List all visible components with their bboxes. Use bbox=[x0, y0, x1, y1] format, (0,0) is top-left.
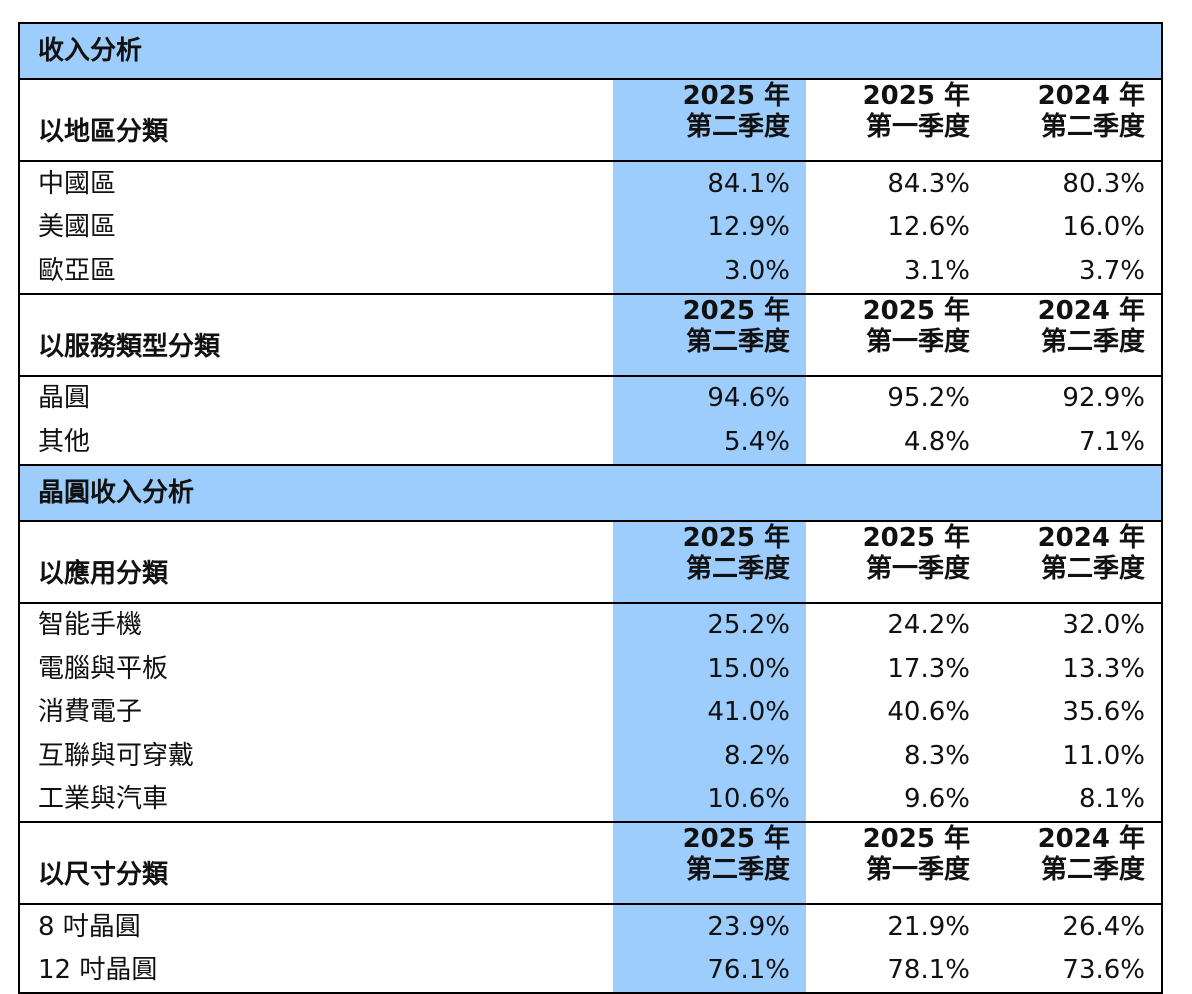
cell-value: 84.1% bbox=[613, 161, 806, 206]
section-title: 晶圓收入分析 bbox=[19, 463, 1163, 522]
cell-value: 80.3% bbox=[1062, 168, 1146, 199]
application-header-row: 以應用分類 2025 年第二季度 2025 年第一季度 2024 年第二季度 bbox=[19, 520, 1163, 604]
col-header-q2-2024: 2024 年第二季度 bbox=[986, 79, 1163, 162]
cell-value: 3.1% bbox=[806, 249, 986, 295]
table-row: 晶圓 94.6% 95.2% 92.9% bbox=[19, 375, 1162, 420]
col-header-q2-2024: 2024 年第二季度 bbox=[986, 520, 1163, 604]
row-label: 8 吋晶圓 bbox=[38, 911, 141, 942]
cell-value: 76.1% bbox=[613, 948, 806, 994]
table-row: 歐亞區 3.0% 3.1% 3.7% bbox=[19, 249, 1163, 295]
table-row: 工業與汽車 10.6% 9.6% 8.1% bbox=[19, 777, 1163, 823]
cell-value: 15.0% bbox=[613, 647, 806, 691]
revenue-analysis-table: 收入分析 以地區分類 2025 年第二季度 2025 年第一季度 2024 年第… bbox=[18, 22, 1164, 994]
col-header-q1-2025: 2025 年第一季度 bbox=[806, 822, 986, 905]
cell-value: 7.1% bbox=[1078, 426, 1146, 457]
table-row: 8 吋晶圓 23.9% 21.9% 26.4% bbox=[19, 904, 1162, 949]
table-row: 消費電子 41.0% 40.6% 35.6% bbox=[19, 690, 1162, 734]
col-header-q1-2025: 2025 年第一季度 bbox=[806, 520, 986, 604]
row-label: 電腦與平板 bbox=[38, 653, 169, 684]
table-row: 12 吋晶圓 76.1% 78.1% 73.6% bbox=[19, 948, 1163, 994]
cell-value: 3.7% bbox=[986, 249, 1163, 295]
cell-value: 94.6% bbox=[613, 375, 806, 420]
cell-value: 21.9% bbox=[887, 911, 970, 942]
section-header-wafer-revenue: 晶圓收入分析 bbox=[19, 463, 1163, 522]
cell-value: 3.0% bbox=[613, 249, 806, 295]
cell-value: 13.3% bbox=[1062, 653, 1146, 684]
table-row: 中國區 84.1% 84.3% 80.3% bbox=[19, 161, 1162, 206]
service-category-label: 以服務類型分類 bbox=[19, 293, 613, 377]
table-row: 智能手機 25.2% 24.2% 32.0% bbox=[19, 602, 1162, 647]
row-label: 中國區 bbox=[38, 168, 117, 199]
cell-value: 11.0% bbox=[1062, 740, 1146, 771]
cell-value: 12.9% bbox=[613, 205, 806, 249]
cell-value: 95.2% bbox=[887, 383, 970, 414]
cell-value: 9.6% bbox=[806, 777, 986, 823]
cell-value: 35.6% bbox=[1062, 697, 1146, 728]
row-label: 消費電子 bbox=[38, 697, 143, 728]
cell-value: 12.6% bbox=[887, 212, 970, 243]
cell-value: 92.9% bbox=[1062, 383, 1146, 414]
row-label: 12 吋晶圓 bbox=[19, 948, 613, 994]
cell-value: 41.0% bbox=[613, 690, 806, 734]
cell-value: 73.6% bbox=[986, 948, 1163, 994]
table-row: 電腦與平板 15.0% 17.3% 13.3% bbox=[19, 647, 1162, 691]
col-header-q2-2025: 2025 年第二季度 bbox=[613, 293, 806, 377]
cell-value: 8.3% bbox=[903, 740, 970, 771]
section-title: 收入分析 bbox=[19, 22, 1163, 80]
cell-value: 26.4% bbox=[1062, 911, 1146, 942]
cell-value: 8.2% bbox=[613, 734, 806, 778]
cell-value: 40.6% bbox=[887, 697, 970, 728]
cell-value: 25.2% bbox=[613, 602, 806, 647]
table-row: 美國區 12.9% 12.6% 16.0% bbox=[19, 205, 1162, 249]
row-label: 歐亞區 bbox=[19, 249, 613, 295]
cell-value: 23.9% bbox=[613, 904, 806, 949]
size-category-label: 以尺寸分類 bbox=[19, 822, 613, 905]
col-header-q2-2025: 2025 年第二季度 bbox=[613, 520, 806, 604]
row-label: 工業與汽車 bbox=[19, 777, 613, 823]
cell-value: 17.3% bbox=[887, 653, 970, 684]
geo-category-label: 以地區分類 bbox=[19, 79, 613, 162]
cell-value: 10.6% bbox=[613, 777, 806, 823]
row-label: 智能手機 bbox=[38, 610, 143, 641]
service-header-row: 以服務類型分類 2025 年第二季度 2025 年第一季度 2024 年第二季度 bbox=[19, 293, 1163, 377]
col-header-q1-2025: 2025 年第一季度 bbox=[806, 79, 986, 162]
cell-value: 5.4% bbox=[613, 420, 806, 465]
row-label: 互聯與可穿戴 bbox=[38, 740, 195, 771]
section-header-revenue: 收入分析 bbox=[19, 22, 1163, 80]
col-header-q2-2024: 2024 年第二季度 bbox=[986, 293, 1163, 377]
revenue-analysis-table-container: 收入分析 以地區分類 2025 年第二季度 2025 年第一季度 2024 年第… bbox=[18, 22, 1164, 994]
cell-value: 8.1% bbox=[986, 777, 1163, 823]
cell-value: 24.2% bbox=[887, 610, 970, 641]
cell-value: 84.3% bbox=[887, 168, 970, 199]
cell-value: 32.0% bbox=[1062, 610, 1146, 641]
col-header-q2-2024: 2024 年第二季度 bbox=[986, 822, 1163, 905]
row-label: 其他 bbox=[38, 426, 91, 457]
cell-value: 4.8% bbox=[903, 426, 970, 457]
geo-header-row: 以地區分類 2025 年第二季度 2025 年第一季度 2024 年第二季度 bbox=[19, 79, 1163, 162]
table-row: 其他 5.4% 4.8% 7.1% bbox=[19, 420, 1162, 465]
cell-value: 16.0% bbox=[1062, 212, 1146, 243]
col-header-q2-2025: 2025 年第二季度 bbox=[613, 79, 806, 162]
row-label: 美國區 bbox=[38, 212, 117, 243]
row-label: 晶圓 bbox=[38, 383, 91, 414]
size-header-row: 以尺寸分類 2025 年第二季度 2025 年第一季度 2024 年第二季度 bbox=[19, 822, 1163, 905]
table-row: 互聯與可穿戴 8.2% 8.3% 11.0% bbox=[19, 734, 1162, 778]
col-header-q1-2025: 2025 年第一季度 bbox=[806, 293, 986, 377]
cell-value: 78.1% bbox=[806, 948, 986, 994]
col-header-q2-2025: 2025 年第二季度 bbox=[613, 822, 806, 905]
application-category-label: 以應用分類 bbox=[19, 520, 613, 604]
